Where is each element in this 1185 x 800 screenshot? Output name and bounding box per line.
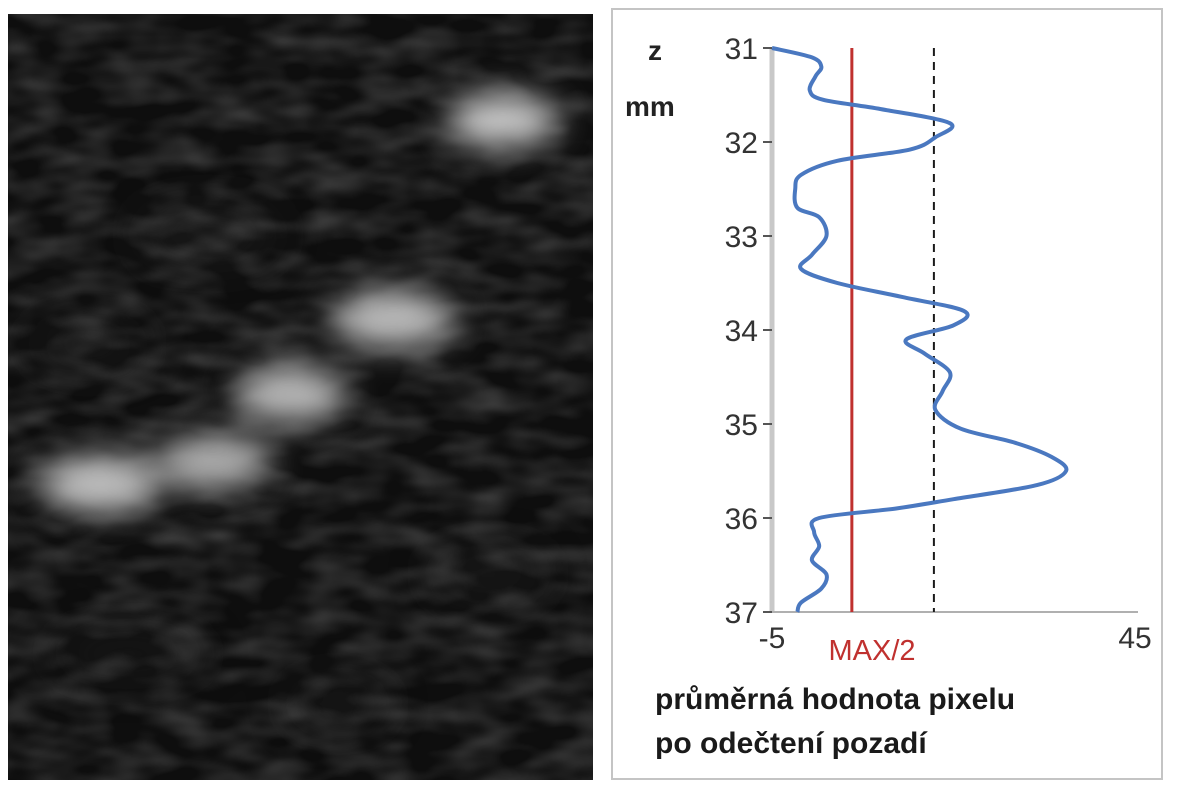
ref-line-label-max-half: MAX/2 <box>828 635 915 667</box>
y-axis-unit: mm <box>625 91 675 122</box>
y-tick-label: 34 <box>725 315 758 348</box>
x-axis-title-line-2: po odečtení pozadí <box>655 727 927 760</box>
y-tick-label: 35 <box>725 409 758 442</box>
bright-reflector <box>40 456 160 512</box>
chart-frame <box>611 8 1163 780</box>
bright-reflector <box>331 291 455 347</box>
y-tick-label: 31 <box>725 33 758 66</box>
bright-reflector-group <box>40 94 559 512</box>
ultrasound-bmode-image <box>8 14 593 780</box>
profile-series-line <box>771 46 1069 613</box>
x-tick-label: 45 <box>1118 622 1151 655</box>
y-tick-label: 33 <box>725 221 758 254</box>
y-axis-label: z <box>648 35 662 66</box>
bright-reflector <box>234 366 346 422</box>
y-tick-label: 36 <box>725 503 758 536</box>
x-tick-label: -5 <box>759 622 786 655</box>
x-axis-title-line-1: průměrná hodnota pixelu <box>655 683 1016 716</box>
y-tick-label: 37 <box>725 597 758 630</box>
bright-reflector <box>155 436 271 488</box>
x-axis-title: průměrná hodnota pixelu po odečtení poza… <box>655 678 1165 766</box>
y-tick-label: 32 <box>725 127 758 160</box>
bright-reflector <box>447 94 559 146</box>
